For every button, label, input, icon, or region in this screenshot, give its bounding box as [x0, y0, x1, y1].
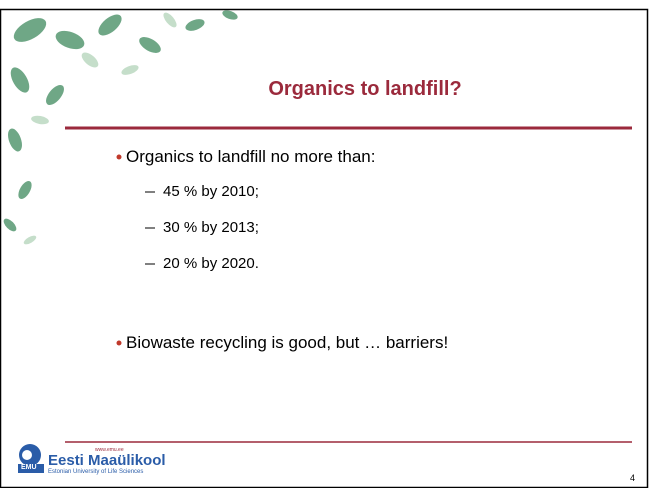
bullet-dot	[117, 341, 122, 346]
slide-decoration	[0, 0, 649, 488]
bullet-text: Biowaste recycling is good, but … barrie…	[126, 333, 448, 353]
slide-title: Organics to landfill?	[150, 78, 580, 101]
sub-bullet-text: 30 % by 2013;	[163, 219, 259, 236]
sub-bullet-text: 20 % by 2020.	[163, 255, 259, 272]
slide: Organics to landfill? Organics to landfi…	[0, 0, 649, 488]
bullet-dot	[117, 155, 122, 160]
bullet-text: Organics to landfill no more than:	[126, 147, 375, 167]
logo-mark: EMU	[21, 464, 37, 471]
footer-name: Eesti Maaülikool	[48, 452, 166, 469]
footer-tagline: Estonian University of Life Sciences	[48, 469, 143, 475]
sub-bullet-text: 45 % by 2010;	[163, 183, 259, 200]
page-number: 4	[630, 473, 635, 483]
